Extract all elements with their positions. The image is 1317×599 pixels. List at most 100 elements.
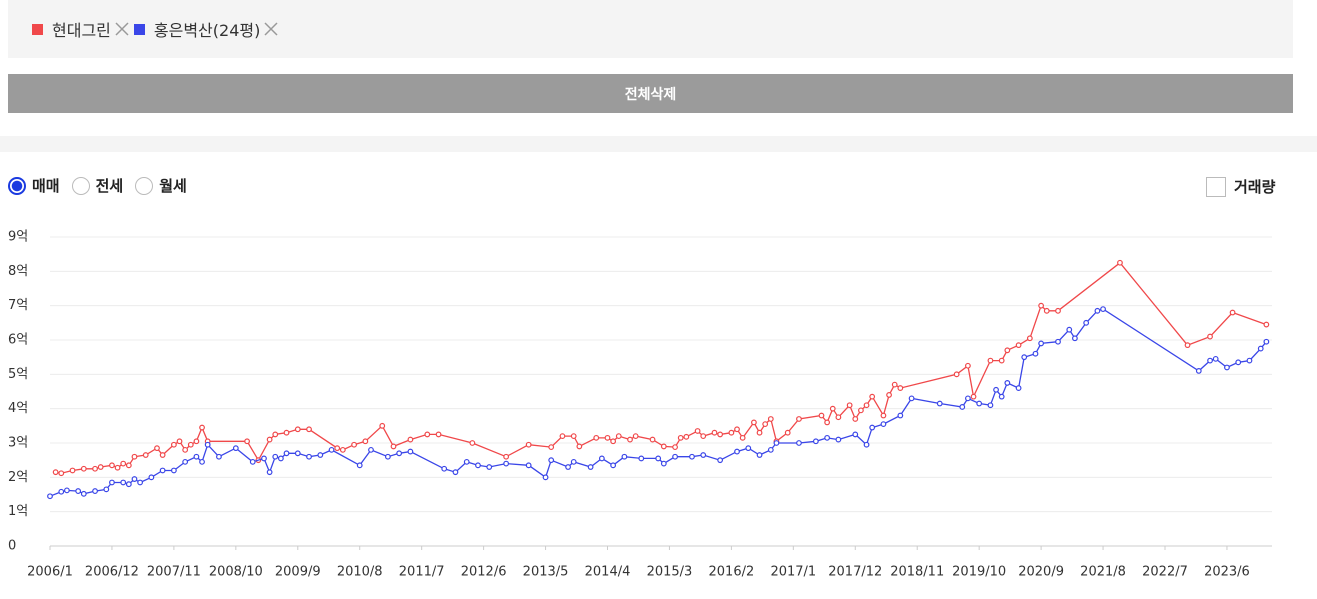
- point: [97, 464, 104, 470]
- point: [829, 405, 836, 412]
- point: [767, 416, 774, 422]
- checkbox[interactable]: [1206, 176, 1226, 197]
- point: [80, 465, 87, 472]
- point: [1224, 364, 1230, 371]
- point: [565, 464, 571, 470]
- point: [193, 438, 200, 445]
- radio-option[interactable]: 전세: [71, 175, 124, 196]
- point: [694, 428, 701, 434]
- point: [796, 416, 802, 422]
- point: [407, 436, 414, 443]
- point: [784, 429, 791, 436]
- point: [908, 395, 915, 402]
- remove-icon[interactable]: [263, 21, 279, 37]
- y-tick-label: 1억: [8, 504, 28, 519]
- point: [936, 400, 943, 407]
- point: [858, 407, 864, 414]
- point: [627, 436, 633, 443]
- point: [176, 438, 183, 445]
- point: [880, 421, 887, 428]
- point: [283, 450, 290, 457]
- radio-label: 전세: [95, 177, 124, 195]
- point: [379, 422, 386, 429]
- legend-swatch: [133, 23, 145, 35]
- point: [1038, 340, 1045, 347]
- x-tick-label: 2014/4: [585, 565, 631, 580]
- point: [52, 469, 59, 476]
- y-tick-label: 2억: [8, 470, 28, 485]
- legend-label: 홍은벽산(24평): [153, 21, 261, 40]
- point: [294, 450, 301, 457]
- point: [334, 445, 341, 452]
- point: [486, 464, 493, 470]
- point: [1055, 307, 1061, 314]
- point: [953, 371, 960, 378]
- radio[interactable]: [8, 176, 26, 195]
- point: [824, 419, 831, 426]
- x-tick-label: 2023/6: [1204, 565, 1250, 580]
- x-tick-label: 2017/1: [770, 565, 816, 580]
- point: [272, 431, 279, 438]
- point: [137, 479, 144, 486]
- point: [965, 395, 971, 402]
- point: [69, 467, 76, 474]
- point: [1246, 357, 1253, 364]
- point: [672, 453, 678, 460]
- point: [728, 429, 735, 436]
- x-tick-label: 2006/12: [85, 565, 139, 580]
- point: [745, 445, 752, 452]
- point: [869, 393, 876, 400]
- series-line: [49, 308, 1267, 497]
- point: [125, 462, 132, 469]
- radio-option[interactable]: 매매: [8, 175, 60, 196]
- point: [193, 453, 200, 460]
- point: [1207, 333, 1213, 340]
- point: [277, 455, 284, 462]
- point: [103, 486, 110, 493]
- point: [835, 414, 842, 421]
- radio-option[interactable]: 월세: [135, 175, 187, 196]
- point: [677, 434, 684, 441]
- y-tick-label: 9억: [8, 230, 28, 245]
- point: [339, 446, 346, 453]
- point: [80, 490, 87, 497]
- x-tick-label: 2019/10: [952, 565, 1006, 580]
- point: [469, 440, 476, 446]
- point: [131, 476, 138, 482]
- point: [773, 440, 780, 446]
- point: [216, 453, 222, 460]
- point: [869, 424, 876, 431]
- point: [328, 446, 335, 453]
- point: [767, 446, 774, 453]
- point: [700, 452, 707, 458]
- point: [897, 412, 904, 419]
- x-tick-label: 2018/11: [890, 565, 944, 580]
- x-tick-label: 2009/9: [275, 565, 321, 580]
- x-tick-label: 2021/8: [1080, 565, 1126, 580]
- point: [114, 464, 121, 471]
- point: [503, 453, 510, 460]
- point: [351, 441, 357, 448]
- point: [1043, 307, 1050, 314]
- point: [570, 433, 577, 440]
- radio[interactable]: [135, 176, 154, 195]
- point: [610, 438, 617, 445]
- point: [1015, 342, 1022, 349]
- delete-all-button[interactable]: 전체삭제: [8, 74, 1293, 113]
- point: [683, 433, 690, 440]
- point: [548, 444, 555, 451]
- radio[interactable]: [71, 176, 90, 195]
- point: [987, 357, 994, 364]
- point: [317, 452, 324, 458]
- point: [368, 446, 374, 453]
- point: [655, 455, 662, 462]
- x-tick-label: 2011/7: [399, 565, 445, 580]
- volume-toggle[interactable]: 거래량: [1206, 176, 1275, 197]
- point: [846, 402, 853, 409]
- point: [796, 440, 802, 446]
- remove-icon[interactable]: [114, 21, 130, 37]
- point: [148, 474, 155, 481]
- point: [1195, 368, 1202, 374]
- point: [717, 457, 724, 464]
- point: [187, 441, 194, 448]
